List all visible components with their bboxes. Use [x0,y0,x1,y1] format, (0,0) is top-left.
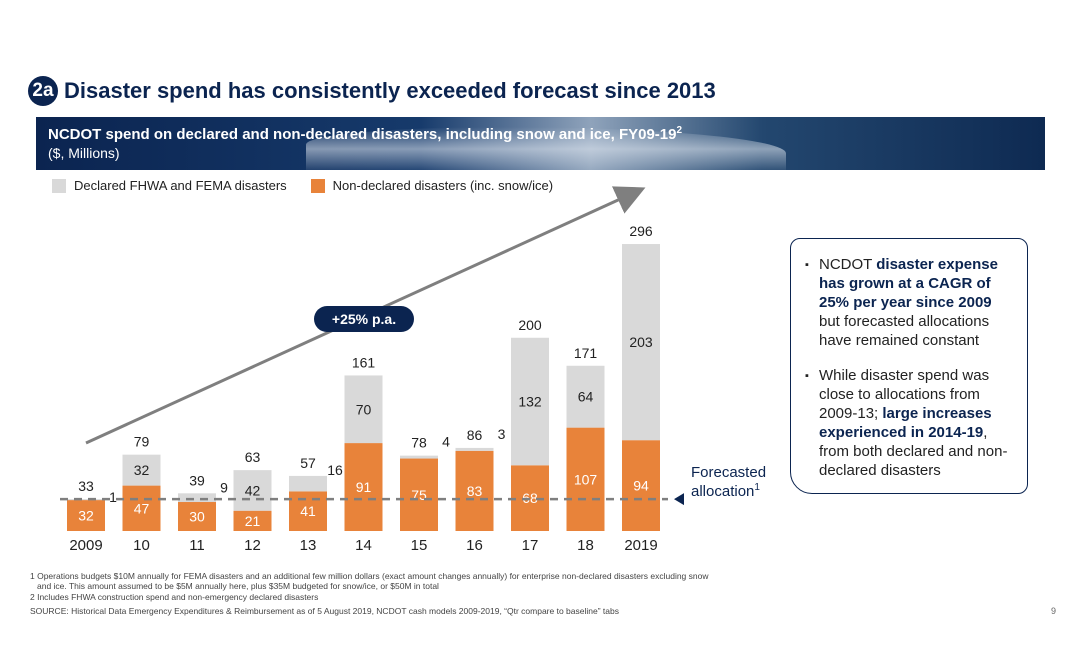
label-total-14: 161 [352,354,376,370]
bar-declared-12 [233,470,272,511]
label-declared-14: 70 [356,401,372,417]
page-title: Disaster spend has consistently exceeded… [64,78,716,103]
tick-label-14: 14 [355,537,372,554]
tick-label-13: 13 [300,537,317,554]
label-total-10: 79 [134,434,150,450]
footnote-1a: 1 Operations budgets $10M annually for F… [30,571,709,581]
bar-declared-17 [511,337,549,466]
insight-bullet-1: ▪ NCDOT disaster expense has grown at a … [805,256,998,349]
forecast-label-line2: allocation1 [691,482,760,500]
bullet-icon: ▪ [805,259,809,271]
label-nondeclared-17: 68 [522,490,538,506]
label-declared-2019: 203 [629,334,653,350]
bar-nondeclared-14 [344,443,383,531]
label-total-18: 171 [574,345,598,361]
label-nondeclared-11: 30 [189,509,205,525]
chart-legend: Declared FHWA and FEMA disasters Non-dec… [52,178,577,193]
bullet-icon: ▪ [805,370,809,382]
label-total-15: 78 [411,435,427,451]
bar-declared-10 [122,454,161,486]
forecast-pointer-icon [674,493,684,506]
subtitle-footnote-ref: 2 [676,125,683,136]
chart-subtitle: NCDOT spend on declared and non-declared… [48,125,683,143]
label-total-16: 86 [467,427,483,443]
bar-declared-14 [344,375,383,444]
footnote-2: 2 Includes FHWA construction spend and n… [30,592,319,602]
label-declared-11: 9 [220,479,228,495]
bar-declared-2009 [67,499,105,501]
bar-declared-18 [566,365,605,428]
label-declared-10: 32 [134,462,150,478]
label-declared-12: 42 [245,482,261,498]
label-nondeclared-2009: 32 [78,508,94,524]
label-nondeclared-2019: 94 [633,478,649,494]
insight-box: ▪ NCDOT disaster expense has grown at a … [790,238,1028,494]
label-total-11: 39 [189,472,205,488]
page-number: 9 [1050,606,1056,616]
forecast-label-line1: Forecasted [691,464,766,481]
bar-nondeclared-2009 [67,500,105,531]
label-total-2009: 33 [78,478,94,494]
label-declared-18: 64 [578,389,594,405]
bar-nondeclared-10 [122,485,161,531]
bar-nondeclared-12 [233,510,272,531]
label-nondeclared-12: 21 [245,513,261,529]
bar-declared-16 [455,447,494,451]
label-total-2019: 296 [629,223,653,239]
legend-label-nondeclared: Non-declared disasters (inc. snow/ice) [332,178,554,193]
label-total-12: 63 [245,449,261,465]
bar-declared-11 [178,493,216,503]
legend-label-declared: Declared FHWA and FEMA disasters [74,178,287,193]
tick-label-11: 11 [189,537,205,554]
tick-label-17: 17 [522,537,539,554]
tick-label-16: 16 [466,537,483,554]
label-total-17: 200 [518,317,542,333]
tick-label-18: 18 [577,537,594,554]
bar-declared-15 [400,455,438,459]
airplane-photo-icon [306,127,786,170]
tick-label-10: 10 [133,537,150,554]
legend-swatch-nondeclared [310,178,325,193]
title-row: 2a Disaster spend has consistently excee… [28,76,716,106]
tick-label-15: 15 [411,537,428,554]
source-note: SOURCE: Historical Data Emergency Expend… [30,606,619,616]
legend-swatch-declared [52,178,66,193]
bar-nondeclared-16 [455,450,494,531]
label-nondeclared-16: 83 [467,483,483,499]
insight-bullet-2: ▪ While disaster spend was close to allo… [805,367,1008,479]
label-nondeclared-10: 47 [134,500,150,516]
tick-label-2009: 2009 [69,537,102,554]
legend-item-nondeclared: Non-declared disasters (inc. snow/ice) [310,178,554,193]
label-nondeclared-15: 75 [411,487,427,503]
chart-unit: ($, Millions) [48,145,120,161]
chart-banner: NCDOT spend on declared and non-declared… [36,117,1045,170]
label-total-13: 57 [300,455,316,471]
label-declared-13: 16 [327,462,343,478]
growth-label: +25% p.a. [332,311,396,327]
bar-nondeclared-2019 [622,440,660,531]
label-nondeclared-13: 41 [300,503,316,519]
legend-item-declared: Declared FHWA and FEMA disasters [52,178,287,193]
bar-nondeclared-11 [178,502,216,531]
bar-nondeclared-18 [566,427,605,531]
bar-declared-2019 [622,244,660,441]
growth-badge: +25% p.a. [314,306,414,332]
label-declared-17: 132 [518,394,542,410]
tick-label-12: 12 [244,537,261,554]
label-nondeclared-14: 91 [356,479,372,495]
footnote-1b: and ice. This amount assumed to be $5M a… [37,581,439,591]
tick-label-2019: 2019 [624,537,657,554]
bar-declared-13 [289,475,327,492]
section-badge: 2a [28,76,58,106]
label-nondeclared-18: 107 [574,471,598,487]
label-declared-15: 4 [442,434,450,450]
label-declared-2009: 1 [109,489,117,505]
bar-nondeclared-15 [400,458,438,531]
bar-nondeclared-13 [289,491,327,531]
label-declared-16: 3 [498,426,506,442]
